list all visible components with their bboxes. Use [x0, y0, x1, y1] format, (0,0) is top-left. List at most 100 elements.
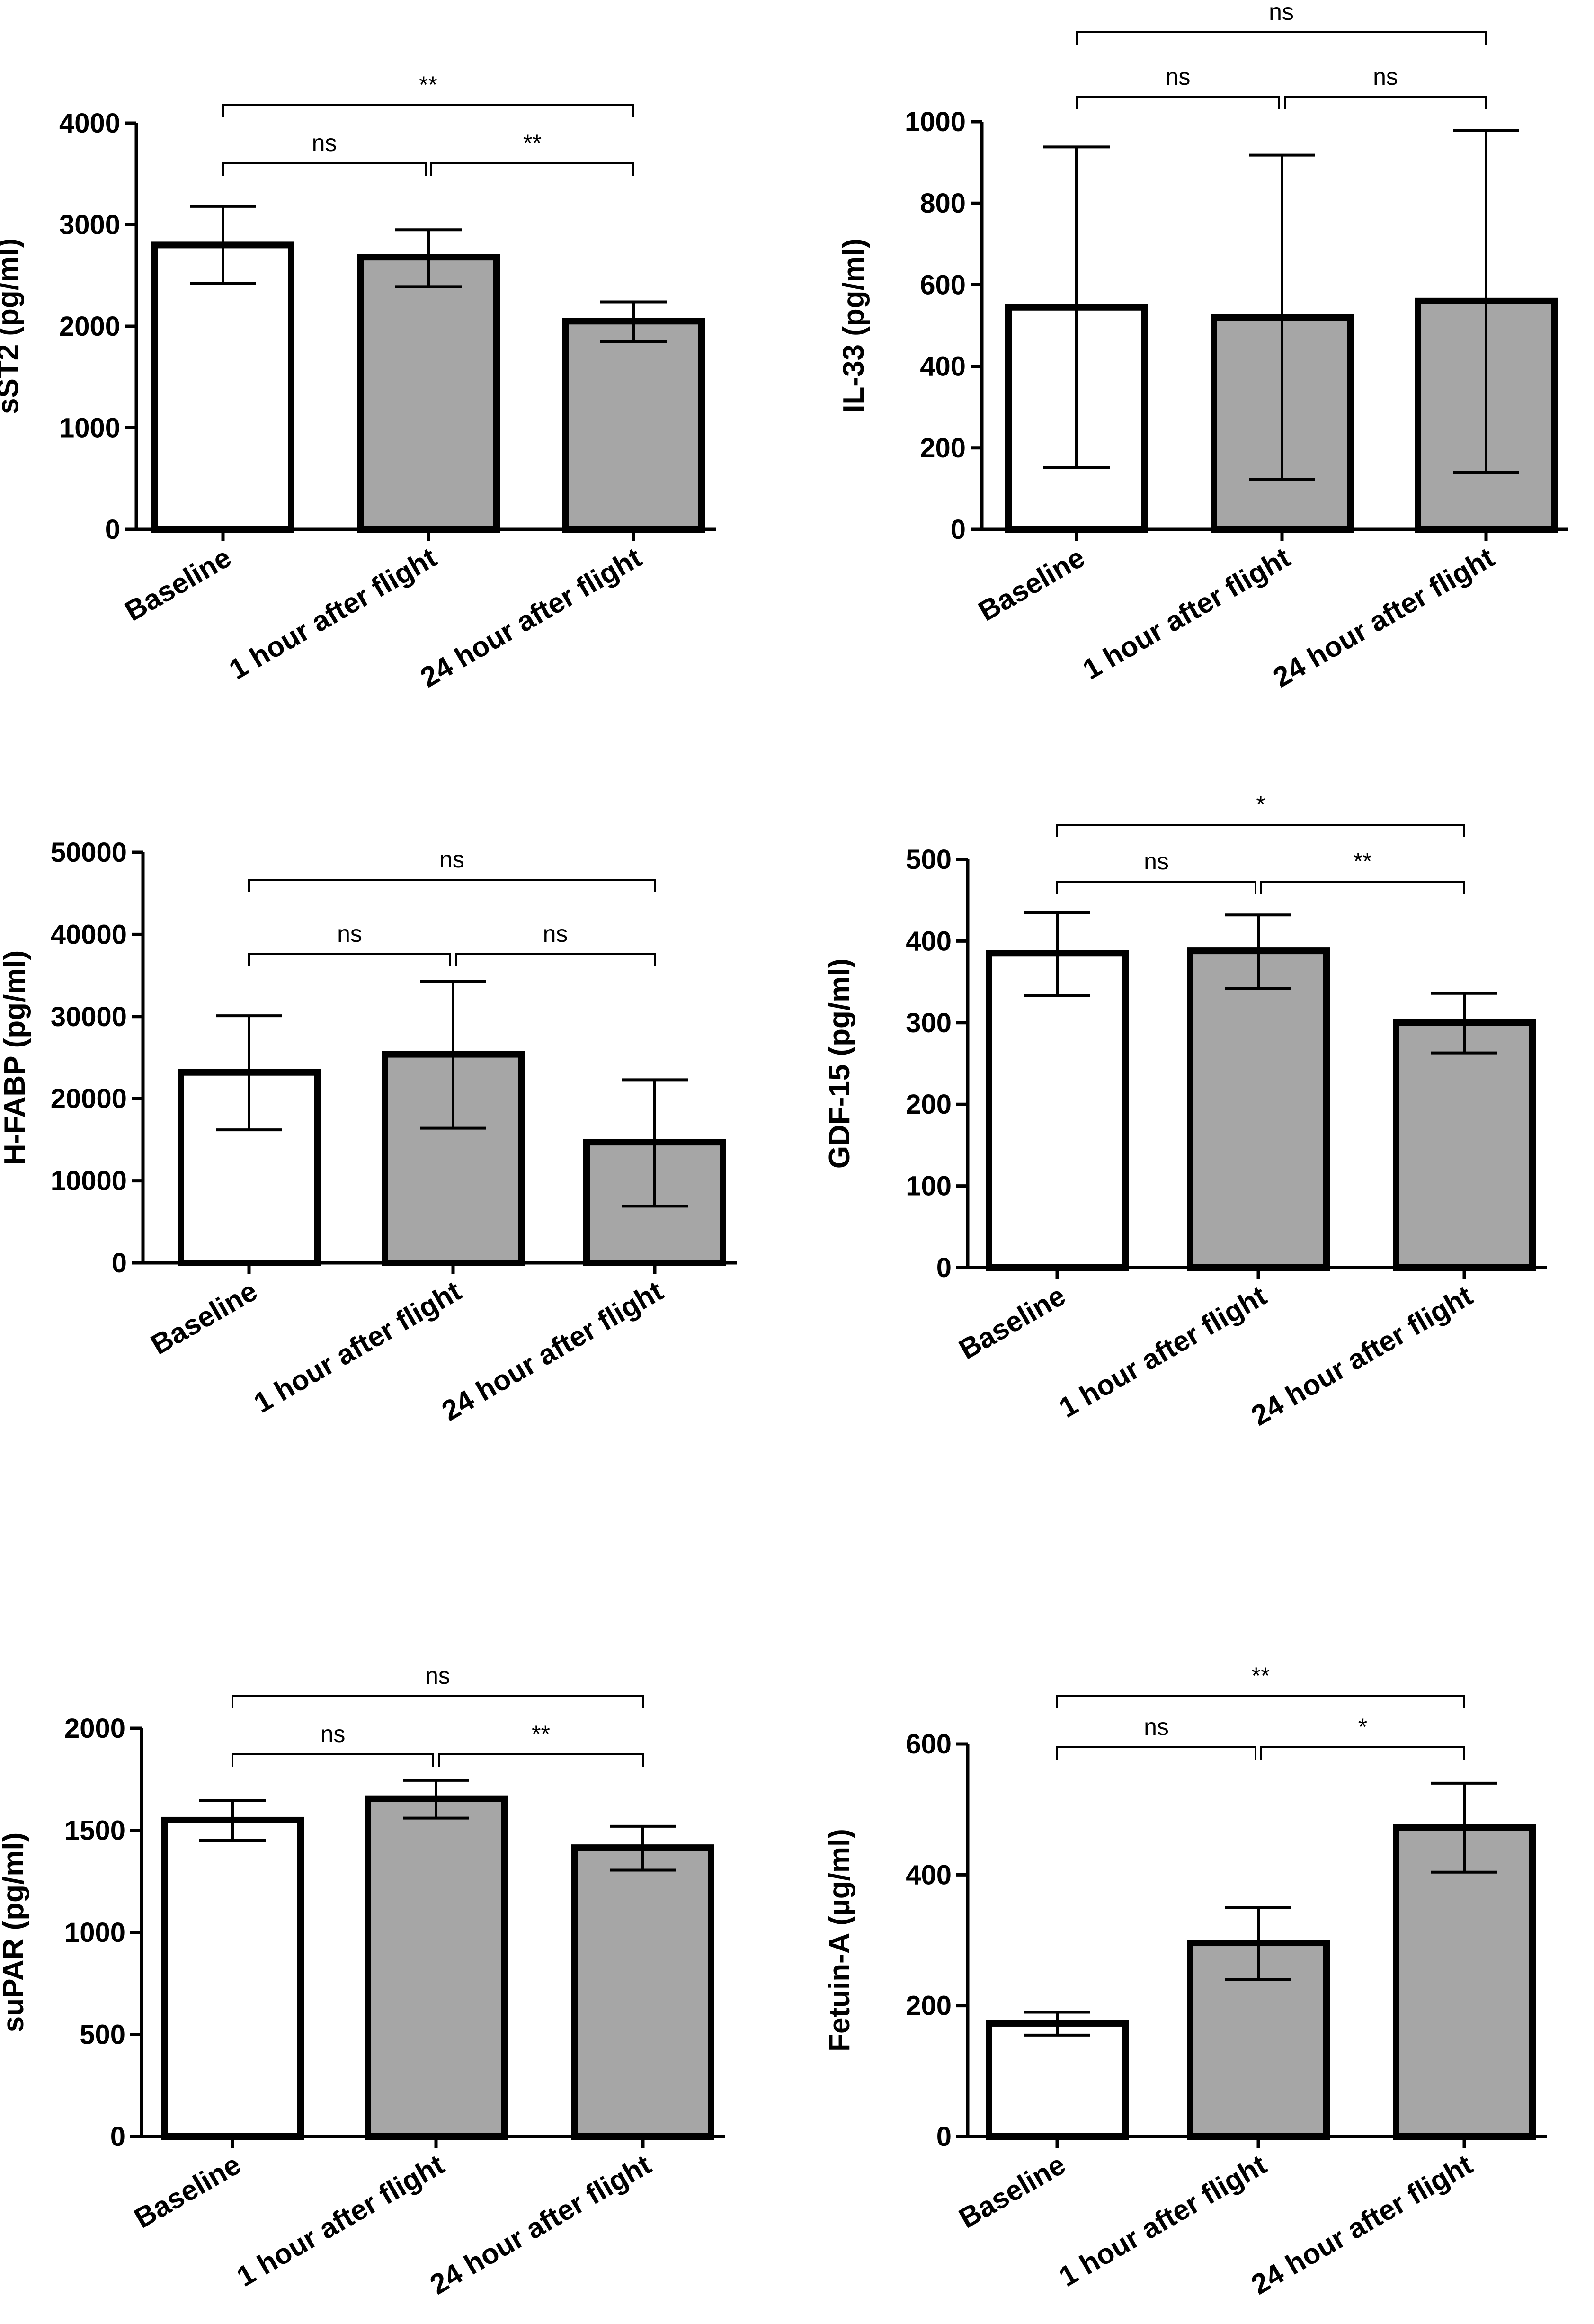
- significance-label: ns: [439, 846, 464, 873]
- y-tick-label: 3000: [59, 210, 120, 241]
- y-tick-label: 500: [80, 2020, 125, 2050]
- x-category-label: 1 hour after flight: [249, 1275, 467, 1419]
- chart-panel-4: 0 100 200 300 400 500 GDF-15 (pg/ml) Baseline1 …: [823, 791, 1547, 1432]
- x-category-label: 1 hour after flight: [1054, 1279, 1272, 1424]
- bar: [1187, 947, 1330, 1271]
- y-tick-label: 400: [906, 1859, 952, 1890]
- chart-panel-2: 0 200 400 600 800 1000 IL-33 (pg/ml) Baseline1 …: [837, 0, 1568, 694]
- x-category-label: 1 hour after flight: [232, 2148, 450, 2293]
- x-category-label: Baseline: [973, 541, 1090, 627]
- significance-label: ns: [321, 1721, 346, 1747]
- y-tick-label: 0: [936, 1252, 952, 1283]
- x-category-label: Baseline: [129, 2148, 246, 2234]
- y-tick-label: 40000: [51, 919, 127, 950]
- significance-bracket: [455, 953, 656, 966]
- y-tick-label: 0: [936, 2121, 952, 2152]
- y-tick-label: 4000: [59, 108, 120, 139]
- chart-panel-3: 0 10000 20000 30000 40000 50000 H-FABP (pg/ml)…: [0, 837, 737, 1427]
- x-category-label: Baseline: [953, 2148, 1070, 2234]
- significance-label: ns: [312, 130, 337, 156]
- y-axis-title: H-FABP (pg/ml): [0, 950, 31, 1165]
- significance-bracket: [1260, 881, 1465, 894]
- y-tick-label: 200: [906, 1991, 952, 2021]
- x-category-label: 24 hour after flight: [1246, 2148, 1478, 2300]
- y-tick-label: 0: [112, 1248, 127, 1278]
- y-tick-label: 20000: [51, 1083, 127, 1114]
- x-category-label: 1 hour after flight: [1078, 541, 1296, 686]
- significance-bracket: [248, 879, 656, 892]
- significance-bracket: [430, 162, 634, 176]
- significance-label: **: [1252, 1663, 1270, 1689]
- bar: [986, 2020, 1129, 2140]
- y-tick-label: 1500: [64, 1815, 125, 1846]
- x-category-label: 24 hour after flight: [425, 2148, 657, 2300]
- y-axis-title: sST2 (pg/ml): [0, 238, 25, 414]
- y-tick-label: 600: [920, 269, 966, 300]
- y-axis-title: suPAR (pg/ml): [0, 1832, 30, 2033]
- y-tick-label: 300: [906, 1008, 952, 1038]
- significance-bracket: [232, 1753, 434, 1767]
- significance-label: ns: [1144, 848, 1169, 875]
- bar: [357, 254, 500, 533]
- y-tick-label: 200: [906, 1089, 952, 1120]
- significance-bracket: [438, 1753, 644, 1767]
- x-category-label: Baseline: [953, 1279, 1070, 1365]
- bar: [986, 950, 1129, 1271]
- y-tick-label: 400: [906, 926, 952, 956]
- significance-label: ns: [1166, 63, 1191, 90]
- bar: [1393, 1824, 1536, 2140]
- y-tick-label: 400: [920, 351, 966, 382]
- significance-bracket: [1056, 1695, 1465, 1708]
- significance-bracket: [1260, 1746, 1465, 1760]
- significance-bracket: [1056, 824, 1465, 837]
- significance-label: ns: [1373, 63, 1398, 90]
- x-category-label: 1 hour after flight: [1054, 2148, 1272, 2293]
- significance-label: *: [1256, 791, 1265, 818]
- x-category-label: Baseline: [119, 541, 236, 627]
- significance-label: ns: [425, 1663, 450, 1689]
- y-tick-label: 50000: [51, 837, 127, 868]
- significance-bracket: [222, 104, 634, 117]
- y-tick-label: 10000: [51, 1166, 127, 1197]
- bar: [562, 318, 705, 533]
- y-tick-label: 500: [906, 844, 952, 875]
- significance-label: *: [1358, 1714, 1367, 1740]
- significance-bracket: [1076, 31, 1487, 45]
- y-tick-label: 0: [105, 514, 120, 545]
- y-tick-label: 800: [920, 188, 966, 219]
- y-tick-label: 200: [920, 433, 966, 464]
- y-tick-label: 100: [906, 1171, 952, 1202]
- y-tick-label: 0: [951, 514, 966, 545]
- x-category-label: Baseline: [145, 1275, 262, 1360]
- y-axis-title: IL-33 (pg/ml): [837, 238, 870, 413]
- significance-bracket: [248, 953, 451, 966]
- y-tick-label: 1000: [905, 107, 966, 137]
- significance-bracket: [1056, 1746, 1256, 1760]
- bar: [1393, 1019, 1536, 1271]
- x-category-label: 24 hour after flight: [436, 1275, 668, 1427]
- x-category-label: 24 hour after flight: [1268, 541, 1500, 693]
- significance-bracket: [1284, 96, 1487, 109]
- bar: [571, 1844, 714, 2140]
- x-category-label: 24 hour after flight: [1246, 1279, 1478, 1431]
- y-tick-label: 600: [906, 1729, 952, 1760]
- significance-bracket: [222, 162, 427, 176]
- significance-label: ns: [543, 921, 568, 947]
- bar: [151, 241, 294, 533]
- bar: [161, 1816, 304, 2140]
- y-axis-title: Fetuin-A (µg/ml): [823, 1829, 856, 2052]
- significance-bracket: [1076, 96, 1280, 109]
- y-tick-label: 1000: [59, 413, 120, 444]
- y-tick-label: 2000: [59, 311, 120, 342]
- significance-label: **: [532, 1721, 550, 1747]
- significance-label: **: [419, 72, 437, 98]
- y-tick-label: 1000: [64, 1917, 125, 1948]
- x-category-label: 1 hour after flight: [224, 541, 442, 686]
- significance-bracket: [1056, 881, 1256, 894]
- significance-label: **: [1354, 848, 1372, 875]
- significance-label: ns: [1269, 0, 1294, 25]
